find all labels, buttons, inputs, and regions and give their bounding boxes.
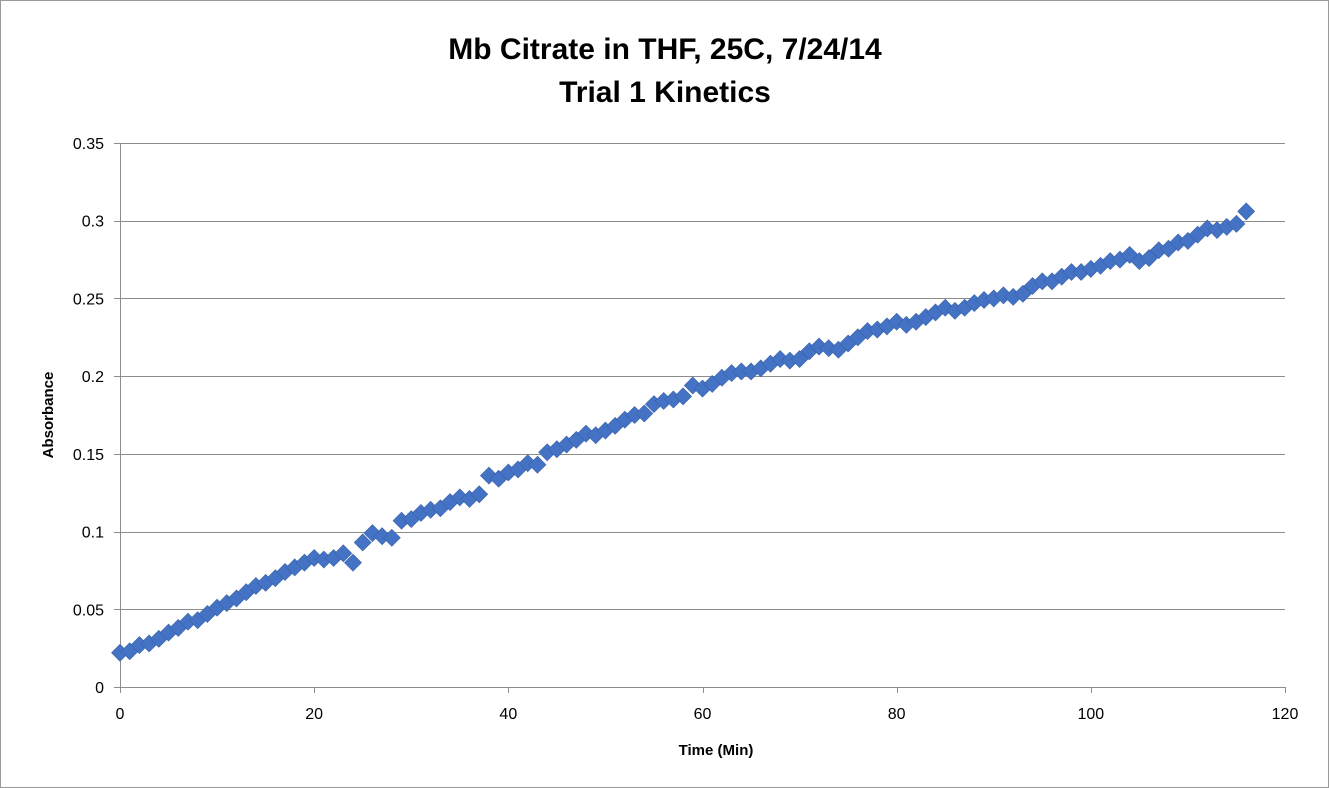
y-tick-label: 0.05 — [73, 602, 104, 619]
data-point — [1237, 202, 1256, 221]
chart-title-line-1: Mb Citrate in THF, 25C, 7/24/14 — [448, 33, 882, 66]
data-point — [353, 533, 372, 552]
x-tick-label: 120 — [1272, 706, 1299, 723]
data-point — [382, 528, 401, 547]
x-tick-label: 60 — [694, 706, 712, 723]
y-tick-label: 0.35 — [73, 136, 104, 153]
data-point — [1140, 249, 1159, 267]
x-tick-label: 100 — [1077, 706, 1104, 723]
y-tick-label: 0.15 — [73, 447, 104, 464]
x-axis-label: Time (Min) — [679, 742, 754, 759]
x-tick-label: 0 — [116, 706, 125, 723]
y-tick-label: 0.2 — [82, 369, 104, 386]
y-tick-label: 0.1 — [82, 525, 104, 542]
data-point — [470, 485, 489, 504]
data-point — [344, 553, 362, 572]
data-point — [635, 404, 654, 423]
data-points — [111, 202, 1256, 662]
chart-title-line-2: Trial 1 Kinetics — [559, 76, 771, 109]
data-point — [1013, 284, 1032, 303]
y-tick-labels: 0 0.05 0.1 0.15 0.2 0.25 0.3 0.35 — [73, 136, 104, 697]
gridlines — [120, 143, 1285, 610]
data-point — [674, 387, 693, 406]
y-tick-label: 0 — [95, 680, 104, 697]
data-point — [790, 350, 809, 368]
data-point — [528, 455, 547, 474]
y-tick-label: 0.25 — [73, 291, 104, 308]
x-tick-label: 40 — [499, 706, 517, 723]
y-tick-label: 0.3 — [82, 214, 104, 231]
data-point — [1227, 214, 1246, 233]
x-tick-label: 20 — [305, 706, 323, 723]
y-axis-label: Absorbance — [40, 372, 57, 459]
axes — [114, 143, 1286, 693]
x-tick-label: 80 — [888, 706, 906, 723]
x-tick-labels: 0 20 40 60 80 100 120 — [116, 706, 1299, 723]
data-point — [334, 544, 353, 563]
